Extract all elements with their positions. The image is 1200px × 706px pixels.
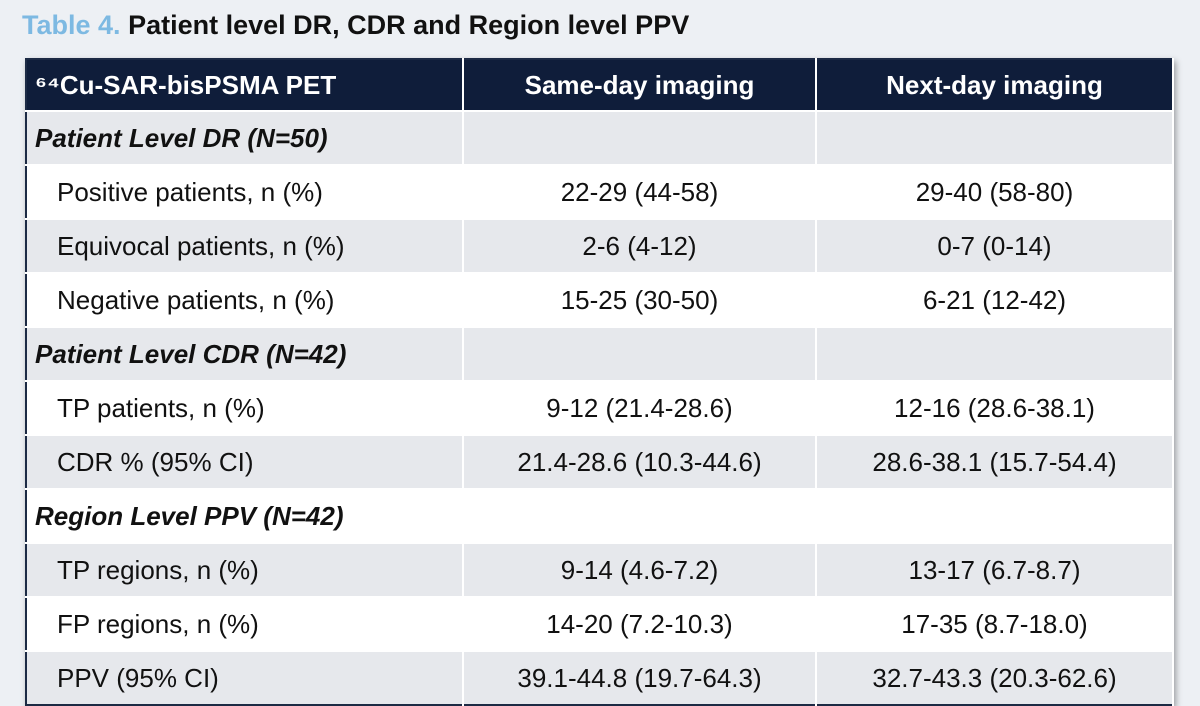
section-heading: Region Level PPV (N=42) xyxy=(26,488,464,543)
empty-cell xyxy=(816,488,1174,543)
cell-value: 14-20 (7.2-10.3) xyxy=(463,596,817,651)
empty-cell xyxy=(816,110,1174,165)
cell-value: 32.7-43.3 (20.3-62.6) xyxy=(816,650,1174,705)
cell-value: 22-29 (44-58) xyxy=(463,164,817,219)
section-row: Patient Level CDR (N=42) xyxy=(26,326,1174,381)
row-label: TP patients, n (%) xyxy=(26,380,464,435)
data-row: Negative patients, n (%) 15-25 (30-50) 6-2… xyxy=(26,272,1174,327)
cell-value: 2-6 (4-12) xyxy=(463,218,817,273)
data-row: TP regions, n (%) 9-14 (4.6-7.2) 13-17 (6.… xyxy=(26,542,1174,597)
row-label: Negative patients, n (%) xyxy=(26,272,464,327)
data-row: PPV (95% CI) 39.1-44.8 (19.7-64.3) 32.7-43… xyxy=(26,650,1174,705)
header-row: ⁶⁴Cu-SAR-bisPSMA PET Same-day imaging Next… xyxy=(26,59,1174,111)
empty-cell xyxy=(463,110,817,165)
section-heading: Patient Level CDR (N=42) xyxy=(26,326,464,381)
cell-value: 9-12 (21.4-28.6) xyxy=(463,380,817,435)
cell-value: 13-17 (6.7-8.7) xyxy=(816,542,1174,597)
table-caption: Table 4. Patient level DR, CDR and Regio… xyxy=(22,10,689,41)
cell-value: 0-7 (0-14) xyxy=(816,218,1174,273)
caption-title: Patient level DR, CDR and Region level P… xyxy=(128,10,690,40)
row-label: PPV (95% CI) xyxy=(26,650,464,705)
cell-value: 21.4-28.6 (10.3-44.6) xyxy=(463,434,817,489)
empty-cell xyxy=(816,326,1174,381)
cell-value: 9-14 (4.6-7.2) xyxy=(463,542,817,597)
cell-value: 28.6-38.1 (15.7-54.4) xyxy=(816,434,1174,489)
section-row: Region Level PPV (N=42) xyxy=(26,488,1174,543)
cell-value: 17-35 (8.7-18.0) xyxy=(816,596,1174,651)
cell-value: 29-40 (58-80) xyxy=(816,164,1174,219)
empty-cell xyxy=(463,326,817,381)
caption-label: Table 4. xyxy=(22,10,121,40)
row-label: CDR % (95% CI) xyxy=(26,434,464,489)
cell-value: 39.1-44.8 (19.7-64.3) xyxy=(463,650,817,705)
cell-value: 6-21 (12-42) xyxy=(816,272,1174,327)
header-cell: ⁶⁴Cu-SAR-bisPSMA PET xyxy=(26,59,464,111)
data-row: CDR % (95% CI) 21.4-28.6 (10.3-44.6) 28.6-… xyxy=(26,434,1174,489)
header-cell: Next-day imaging xyxy=(816,59,1174,111)
data-row: Equivocal patients, n (%) 2-6 (4-12) 0-7 (… xyxy=(26,218,1174,273)
row-label: TP regions, n (%) xyxy=(26,542,464,597)
data-row: Positive patients, n (%) 22-29 (44-58) 29-… xyxy=(26,164,1174,219)
row-label: FP regions, n (%) xyxy=(26,596,464,651)
row-label: Equivocal patients, n (%) xyxy=(26,218,464,273)
header-cell: Same-day imaging xyxy=(463,59,817,111)
page: Table 4. Patient level DR, CDR and Regio… xyxy=(22,10,1174,706)
row-label: Positive patients, n (%) xyxy=(26,164,464,219)
data-row: FP regions, n (%) 14-20 (7.2-10.3) 17-35 (… xyxy=(26,596,1174,651)
section-row: Patient Level DR (N=50) xyxy=(26,110,1174,165)
results-table: ⁶⁴Cu-SAR-bisPSMA PET Same-day imaging Next… xyxy=(25,58,1174,706)
empty-cell xyxy=(463,488,817,543)
data-row: TP patients, n (%) 9-12 (21.4-28.6) 12-16 … xyxy=(26,380,1174,435)
cell-value: 12-16 (28.6-38.1) xyxy=(816,380,1174,435)
section-heading: Patient Level DR (N=50) xyxy=(26,110,464,165)
cell-value: 15-25 (30-50) xyxy=(463,272,817,327)
